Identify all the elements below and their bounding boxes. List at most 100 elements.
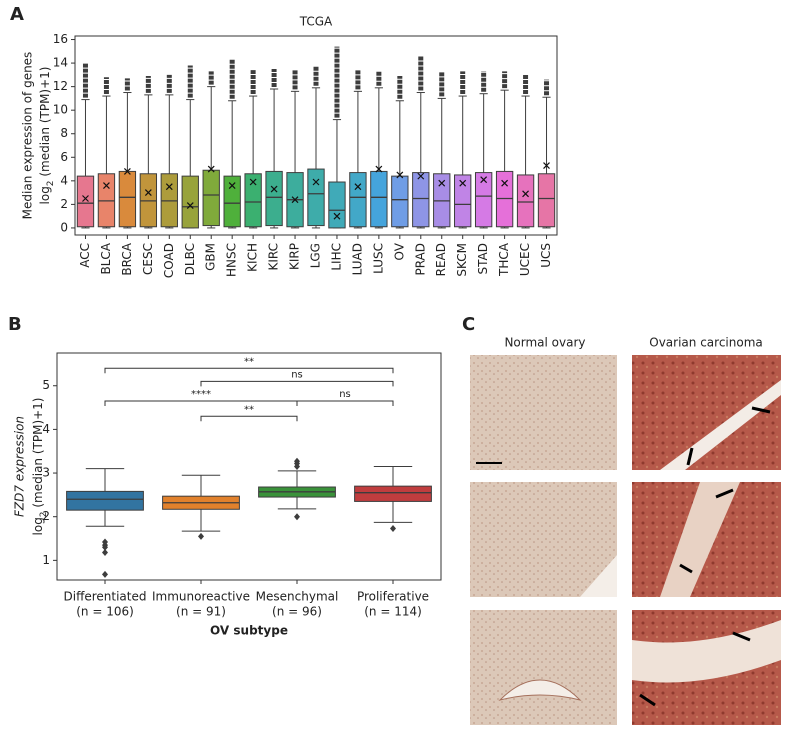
column-header: Normal ovary	[504, 336, 585, 350]
box	[244, 173, 262, 228]
panel-label: C	[462, 314, 475, 335]
image-detail	[498, 679, 582, 701]
n-label: (n = 106)	[76, 605, 134, 619]
mean-marker	[501, 179, 509, 187]
x-tick-label: DLBC	[183, 243, 197, 275]
mean-marker	[417, 172, 425, 180]
box	[66, 490, 144, 511]
y-axis-label: log2 (median (TPM)+1)	[31, 398, 49, 536]
mean-marker	[144, 189, 152, 197]
x-tick-label: COAD	[162, 243, 176, 278]
x-tick-label: KICH	[246, 243, 260, 272]
chart-title: TCGA	[299, 15, 333, 29]
y-tick-label: 2	[42, 509, 50, 523]
y-tick-label: 10	[53, 103, 68, 117]
outlier	[102, 543, 108, 551]
outlier	[198, 532, 204, 540]
y-tick-label: 14	[53, 56, 68, 70]
box	[118, 170, 137, 228]
box	[412, 172, 430, 228]
y-tick-label: 6	[60, 150, 68, 164]
column-header: Ovarian carcinoma	[649, 336, 762, 350]
y-axis-label-part: log	[31, 517, 45, 535]
x-axis-label: OV subtype	[210, 624, 288, 638]
significance-label: ns	[291, 369, 303, 380]
box	[370, 170, 388, 228]
y-tick-label: 1	[42, 553, 50, 567]
mean-marker	[186, 202, 194, 209]
mean-marker	[249, 178, 257, 186]
y-tick-label: 3	[42, 466, 50, 480]
box	[307, 168, 325, 227]
y-tick-label: 12	[53, 79, 68, 93]
outlier	[294, 463, 300, 470]
box	[454, 174, 472, 228]
mean-marker	[165, 183, 173, 191]
box	[391, 175, 409, 228]
y-tick-label: 5	[42, 378, 50, 392]
mean-marker	[480, 176, 488, 184]
x-tick-label: OV	[392, 242, 406, 260]
x-tick-label: ACC	[78, 243, 92, 268]
n-label: (n = 96)	[272, 605, 322, 619]
significance-bracket	[296, 400, 394, 407]
x-tick-label: Proliferative	[357, 590, 429, 604]
y-axis-label-part: 2	[39, 511, 49, 517]
mean-marker	[543, 162, 550, 169]
mean-marker	[333, 212, 341, 220]
y-axis-label-part: (median (TPM)+1)	[38, 67, 52, 181]
image-detail	[632, 620, 781, 683]
box	[349, 172, 367, 228]
x-tick-label: LUSC	[371, 243, 385, 274]
panel-label: B	[8, 314, 22, 335]
box	[354, 485, 432, 502]
significance-bracket	[104, 367, 394, 374]
x-tick-label: CESC	[141, 243, 155, 275]
y-axis-label-part: 2	[46, 180, 56, 186]
mean-marker	[123, 167, 131, 175]
significance-label: ns	[339, 389, 351, 400]
y-axis-label: log2 (median (TPM)+1)	[38, 67, 56, 205]
mean-marker	[438, 179, 446, 187]
y-tick-label: 0	[60, 220, 68, 234]
micrographs: Normal ovary Ovarian carcinoma	[470, 336, 781, 725]
image	[470, 610, 617, 725]
x-tick-label: KIRC	[267, 243, 281, 271]
box	[265, 170, 283, 227]
x-tick-label: GBM	[204, 243, 218, 271]
outlier	[390, 524, 396, 532]
mean-marker	[375, 165, 383, 173]
arrows	[639, 406, 771, 707]
y-axis-label-part: log	[38, 186, 52, 204]
y-tick-label: 16	[53, 32, 68, 46]
x-tick-label: Differentiated	[64, 590, 147, 604]
significance-label: ****	[191, 389, 211, 400]
x-tick-label: Mesenchymal	[256, 590, 339, 604]
box	[223, 175, 241, 228]
box	[537, 173, 556, 228]
image	[470, 482, 617, 597]
y-axis-label: FZD7 expression	[13, 416, 27, 517]
y-axis-label: Median expression of genes	[21, 52, 35, 220]
significance-bracket	[104, 400, 298, 407]
n-label: (n = 91)	[176, 605, 226, 619]
box	[202, 169, 220, 227]
x-tick-label: LGG	[309, 243, 323, 268]
x-tick-label: SKCM	[455, 243, 469, 277]
mean-marker	[207, 165, 215, 173]
box	[474, 172, 493, 228]
mean-marker	[270, 185, 278, 193]
image-detail	[580, 555, 617, 597]
mean-marker	[312, 178, 320, 186]
y-axis-label-part: (median (TPM)+1)	[31, 398, 45, 512]
plot-frame	[56, 352, 442, 581]
outlier	[102, 570, 108, 578]
x-tick-label: THCA	[497, 242, 511, 277]
panel-label: A	[10, 4, 24, 25]
x-tick-label: UCEC	[518, 243, 532, 276]
box	[76, 175, 95, 228]
image-detail	[660, 380, 781, 470]
significance-label: **	[244, 356, 254, 367]
